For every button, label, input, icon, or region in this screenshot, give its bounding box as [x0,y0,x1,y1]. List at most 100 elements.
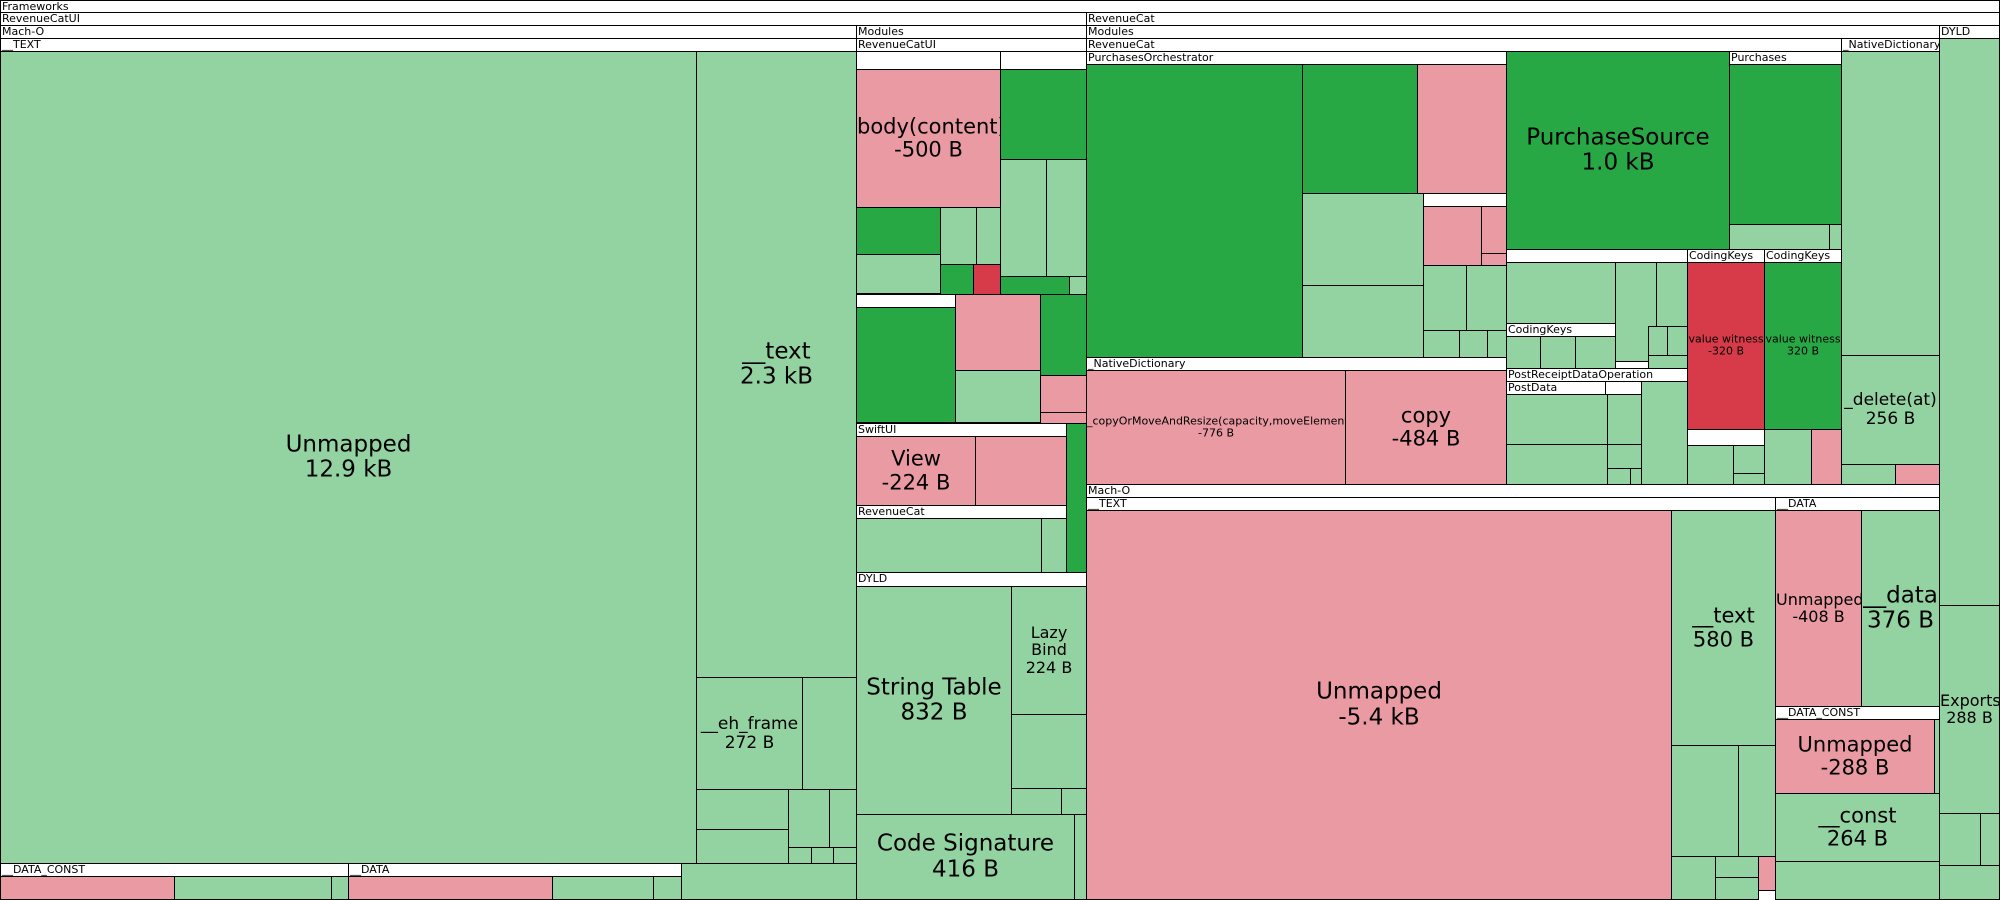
treemap-cell[interactable] [1641,381,1688,485]
treemap-cell[interactable] [1758,856,1776,891]
treemap-cell[interactable] [1733,445,1765,474]
data-rc-header[interactable]: __DATA [1775,497,1940,511]
macho-header[interactable]: Mach-O [0,25,857,39]
revenuecatui-header[interactable]: RevenueCatUI [0,12,1087,26]
modules-header-rc[interactable]: Modules [1086,25,1940,39]
treemap-cell[interactable] [1423,330,1460,358]
treemap-cell[interactable] [1040,294,1087,376]
treemap-cell[interactable] [331,876,349,900]
purchases-orchestrator-header[interactable]: PurchasesOrchestrator [1086,51,1507,65]
treemap-cell[interactable] [829,789,857,848]
treemap-cell[interactable] [1066,423,1087,573]
unmapped-const-cell[interactable]: Unmapped -288 B [1775,719,1935,794]
text-rc-cell[interactable]: __text 580 B [1671,510,1776,746]
coding-keys-header-1[interactable]: CodingKeys [1506,323,1616,337]
treemap-cell[interactable] [1540,336,1576,369]
treemap-cell[interactable] [1671,856,1716,900]
treemap-cell[interactable] [833,847,857,864]
treemap-cell[interactable] [1423,206,1482,266]
treemap-cell[interactable] [1302,285,1424,358]
treemap-cell[interactable] [802,677,857,790]
treemap-cell[interactable] [1459,330,1488,358]
treemap-cell[interactable] [0,876,175,900]
body-content-cell[interactable]: body(content) -500 B [856,69,1001,208]
treemap-cell[interactable] [696,789,789,830]
treemap-cell[interactable] [1715,877,1759,900]
treemap-cell[interactable] [1811,429,1842,485]
eh-frame-cell[interactable]: __eh_frame 272 B [696,677,803,790]
text-segment-header[interactable]: __TEXT [0,38,857,52]
treemap-cell[interactable] [1417,64,1507,194]
treemap-cell[interactable] [681,863,857,900]
treemap-cell[interactable] [1000,159,1047,277]
data-rc-cell[interactable]: __data 376 B [1861,510,1940,707]
treemap-cell[interactable] [1939,865,2000,900]
treemap-cell[interactable] [975,436,1067,506]
treemap-cell[interactable] [1764,429,1812,485]
treemap-cell[interactable] [348,876,553,900]
treemap-cell[interactable] [174,876,332,900]
treemap-cell[interactable] [1687,429,1765,446]
treemap-cell[interactable] [1040,375,1087,413]
code-signature-cell[interactable]: Code Signature 416 B [856,814,1075,900]
treemap-cell[interactable] [1630,468,1642,485]
treemap-cell[interactable] [1000,276,1070,295]
modules-header-ui[interactable]: Modules [856,25,1087,39]
swiftui-header[interactable]: SwiftUI [856,423,1067,437]
treemap-cell[interactable] [1302,193,1424,286]
treemap-cell[interactable] [973,264,1001,295]
treemap-cell[interactable] [1302,64,1418,194]
treemap-cell[interactable] [1738,745,1776,857]
revenuecatui-module-header[interactable]: RevenueCatUI [856,38,1087,52]
purchase-source-cell[interactable]: PurchaseSource 1.0 kB [1506,51,1730,250]
treemap-cell[interactable] [1506,394,1608,445]
treemap-cell[interactable] [1086,64,1303,358]
revenuecat-sub-header[interactable]: RevenueCat [856,505,1067,519]
data-const-header[interactable]: __DATA_CONST [0,863,349,877]
treemap-cell[interactable] [1481,206,1507,254]
view-cell[interactable]: View -224 B [856,436,976,506]
treemap-cell[interactable] [1069,276,1087,295]
treemap-cell[interactable] [856,254,941,294]
treemap-cell[interactable] [1939,813,1981,866]
treemap-cell[interactable] [1607,394,1642,445]
treemap-cell[interactable] [1980,813,2000,866]
treemap-cell[interactable] [1729,224,1830,250]
data-const-rc-header[interactable]: __DATA_CONST [1775,706,1940,720]
treemap-cell[interactable] [1466,265,1507,331]
treemap-cell[interactable] [788,789,830,848]
data-header[interactable]: __DATA [348,863,682,877]
treemap-cell[interactable] [653,876,682,900]
treemap-cell[interactable] [1000,51,1087,70]
purchases-header[interactable]: Purchases [1729,51,1842,65]
treemap-cell[interactable] [976,207,1001,265]
text-rc-header[interactable]: __TEXT [1086,497,1776,511]
macho-rc-header[interactable]: Mach-O [1086,484,1940,498]
treemap-cell[interactable] [1423,265,1467,331]
value-witness-pos-cell[interactable]: value witness 320 B [1764,262,1842,430]
treemap-cell[interactable] [811,847,834,864]
treemap-cell[interactable] [1041,518,1067,573]
treemap-cell[interactable] [856,51,1001,70]
post-data-header[interactable]: PostData [1506,381,1606,395]
treemap-cell[interactable] [1841,464,1896,485]
treemap-cell[interactable] [1506,249,1688,263]
const-rc-cell[interactable]: __const 264 B [1775,793,1940,862]
treemap-cell[interactable] [856,307,956,423]
treemap-cell[interactable] [955,294,1041,371]
treemap-cell[interactable] [1607,468,1631,485]
value-witness-neg-cell[interactable]: value witness -320 B [1687,262,1765,430]
treemap-cell[interactable] [1011,714,1087,789]
treemap-cell[interactable] [955,370,1041,423]
treemap-cell[interactable] [940,207,977,265]
treemap-cell[interactable] [940,264,974,295]
dyld-sub-header[interactable]: DYLD [856,572,1087,587]
treemap-cell[interactable] [1487,330,1507,358]
treemap-cell[interactable] [1607,444,1642,469]
treemap-cell[interactable] [1648,355,1688,369]
treemap-cell[interactable] [552,876,654,900]
revenuecat-module-header[interactable]: RevenueCat [1086,38,1940,52]
coding-keys-header-3[interactable]: CodingKeys [1764,249,1842,263]
treemap-cell[interactable] [1939,38,2000,606]
native-dictionary-right-header[interactable]: _NativeDictionary [1841,38,1940,52]
